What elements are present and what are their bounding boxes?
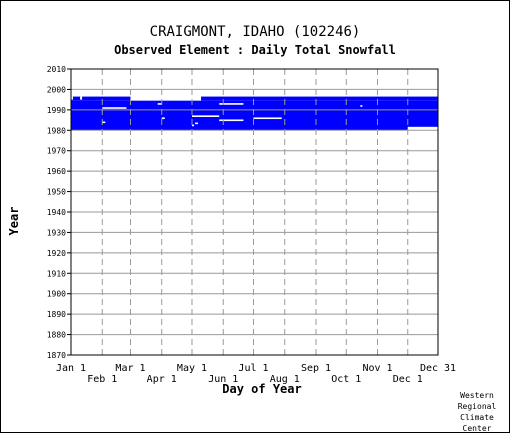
missing-gap-14: [407, 126, 438, 131]
y-tick-label-1920: 1920: [47, 249, 66, 258]
missing-gap-13: [360, 105, 363, 107]
missing-gap-0: [71, 96, 74, 100]
y-tick-label-2010: 2010: [47, 65, 66, 74]
x-tick-label-152: Jun 1: [208, 374, 238, 385]
missing-gap-2: [102, 107, 127, 109]
x-tick-label-32: Feb 1: [87, 374, 117, 385]
missing-gap-10: [219, 103, 244, 105]
observed-block-2: [201, 96, 438, 101]
missing-gap-1: [80, 96, 83, 100]
observed-block-1: [71, 96, 131, 101]
x-tick-label-91: Apr 1: [147, 374, 177, 385]
missing-gap-12: [253, 117, 282, 120]
x-tick-label-365: Dec 31: [420, 363, 456, 374]
missing-gap-6: [182, 97, 185, 100]
y-tick-label-1890: 1890: [47, 310, 66, 319]
x-tick-label-121: May 1: [177, 363, 207, 374]
y-tick-label-1980: 1980: [47, 126, 66, 135]
x-axis-label: Day of Year: [222, 382, 302, 396]
y-tick-label-1900: 1900: [47, 290, 66, 299]
y-tick-label-1990: 1990: [47, 106, 66, 115]
x-tick-label-305: Nov 1: [362, 363, 392, 374]
y-tick-label-1880: 1880: [47, 331, 66, 340]
plot-border: [70, 68, 439, 356]
y-tick-label-1910: 1910: [47, 269, 66, 278]
y-tick-label-1930: 1930: [47, 228, 66, 237]
x-tick-label-274: Oct 1: [331, 374, 361, 385]
credit-text: Western Regional Climate Center: [457, 391, 497, 433]
missing-gap-5: [161, 117, 165, 120]
y-tick-label-1950: 1950: [47, 188, 66, 197]
missing-gap-11: [219, 119, 244, 122]
y-tick-label-1870: 1870: [47, 351, 66, 360]
missing-gap-7: [191, 115, 220, 118]
x-tick-label-1: Jan 1: [56, 363, 86, 374]
x-tick-label-182: Jul 1: [238, 363, 268, 374]
y-tick-label-1960: 1960: [47, 167, 66, 176]
observed-block-0: [71, 100, 438, 131]
x-tick-label-335: Dec 1: [393, 374, 423, 385]
y-tick-label-1970: 1970: [47, 147, 66, 156]
chart-subtitle: Observed Element : Daily Total Snowfall: [114, 43, 396, 57]
missing-gap-9: [195, 122, 199, 125]
x-tick-label-60: Mar 1: [115, 363, 145, 374]
missing-gap-3: [102, 121, 106, 124]
x-tick-label-213: Aug 1: [270, 374, 300, 385]
y-tick-label-1940: 1940: [47, 208, 66, 217]
x-tick-label-244: Sep 1: [301, 363, 331, 374]
missing-gap-8: [191, 124, 195, 127]
chart-title: CRAIGMONT, IDAHO (102246): [149, 24, 361, 40]
missing-gap-4: [157, 103, 162, 105]
y-tick-label-2000: 2000: [47, 85, 66, 94]
